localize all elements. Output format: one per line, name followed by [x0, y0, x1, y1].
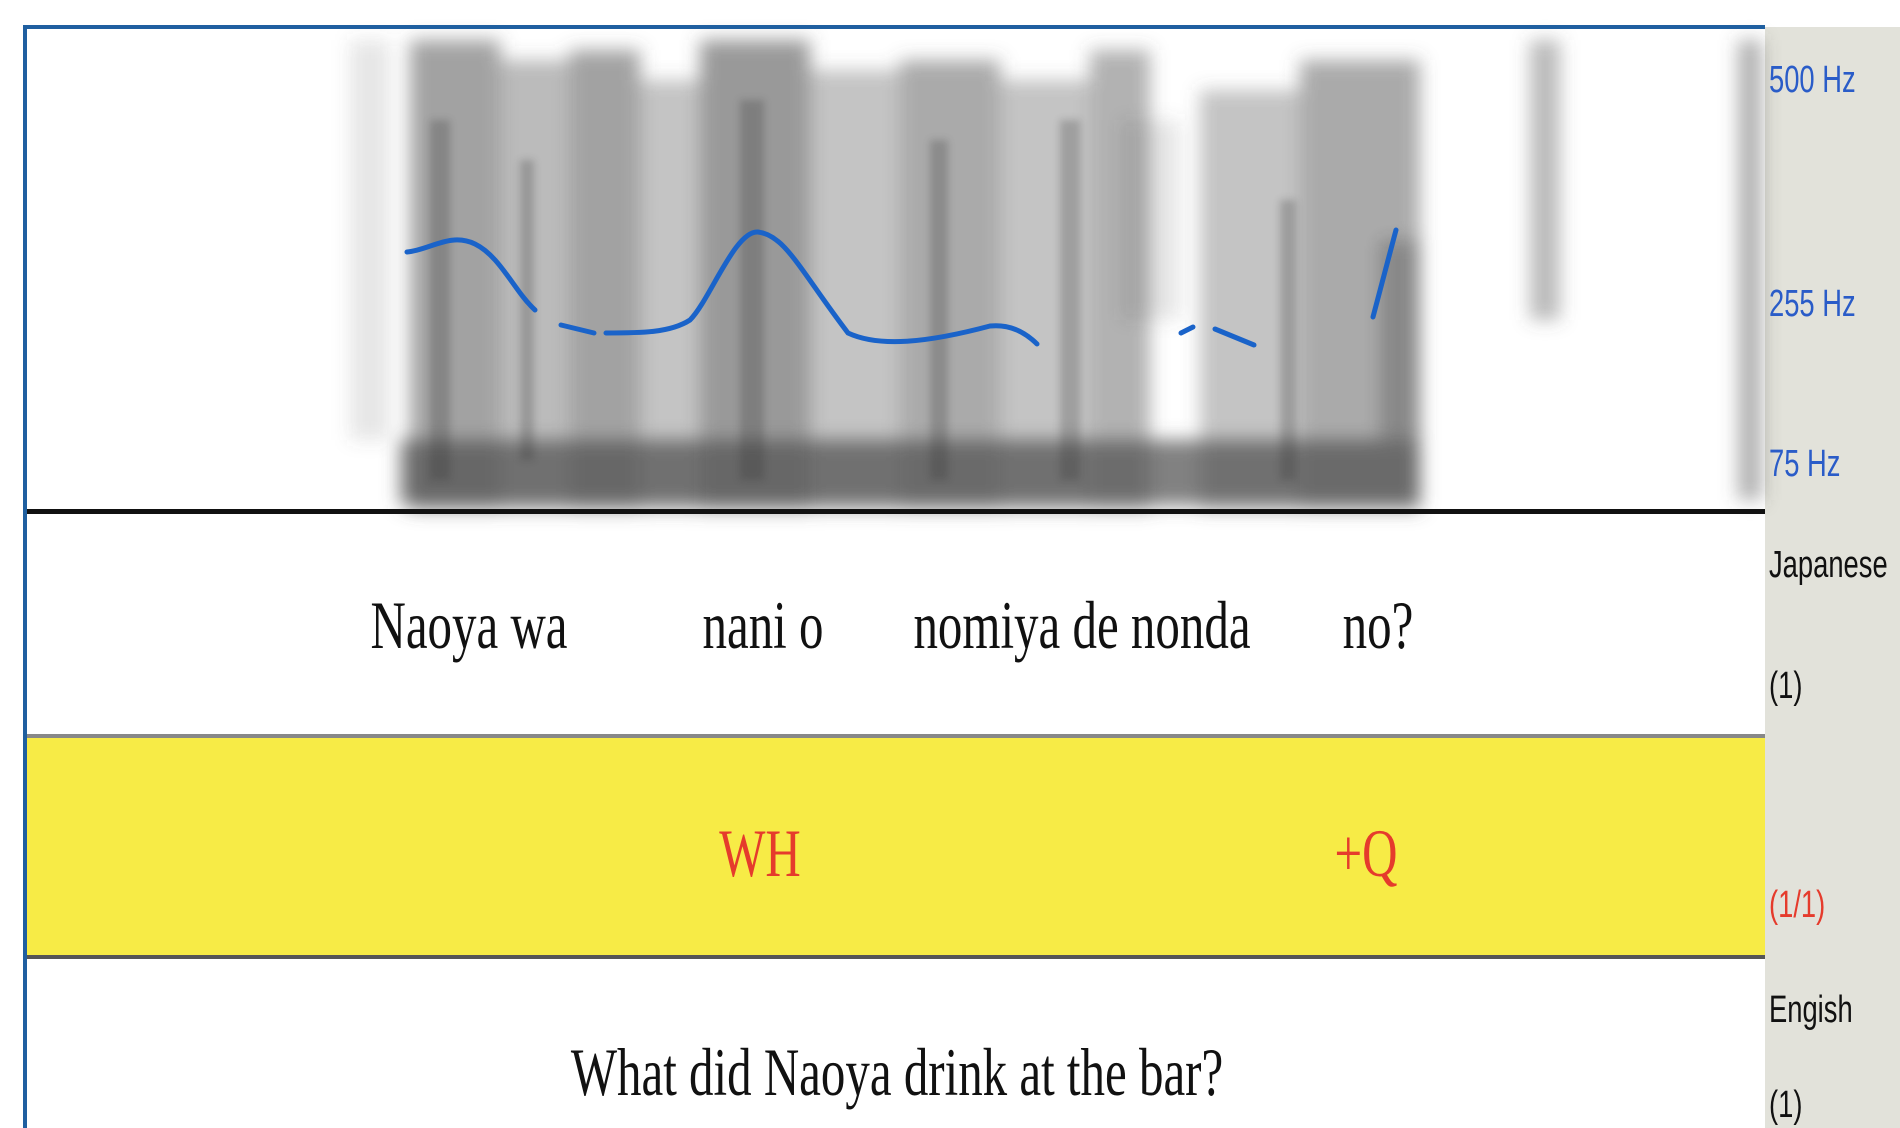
tier-separator [24, 734, 1765, 738]
frequency-label: 255 Hz [1769, 283, 1856, 325]
highlight-tier [24, 738, 1765, 956]
tier-name: Engish [1769, 989, 1853, 1031]
tag: WH [719, 815, 801, 891]
tier-count: (1) [1769, 1084, 1802, 1126]
word: no? [1343, 587, 1414, 663]
word: nani o [703, 587, 824, 663]
translation: What did Naoya drink at the bar? [571, 1034, 1223, 1110]
tier-separator [24, 509, 1765, 514]
word: Naoya wa [370, 587, 567, 663]
frequency-label: 500 Hz [1769, 59, 1856, 101]
tier-count: (1/1) [1769, 884, 1825, 926]
frequency-label: 75 Hz [1769, 443, 1840, 485]
tier-name: Japanese [1769, 544, 1888, 586]
tier-count: (1) [1769, 665, 1802, 707]
tag: +Q [1335, 815, 1398, 891]
tier-separator [24, 955, 1765, 959]
word: nomiya de nonda [913, 587, 1250, 663]
annotation-viewer: Naoya wa nani o nomiya de nonda no? WH +… [0, 0, 1900, 1128]
